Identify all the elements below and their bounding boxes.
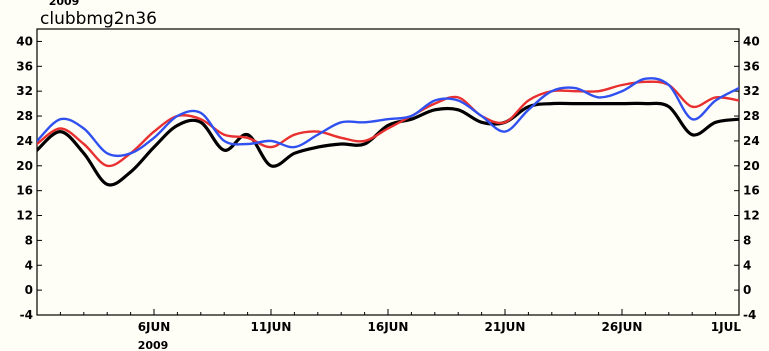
y-tick-label-left: 12 bbox=[16, 209, 33, 223]
series-line-black bbox=[37, 101, 739, 187]
series-line-red bbox=[37, 80, 739, 168]
x-tick-label: 21JUN bbox=[485, 320, 526, 334]
y-tick-label-left: 40 bbox=[16, 34, 33, 48]
y-tick-label-right: 4 bbox=[743, 258, 751, 272]
y-tick-label-left: 0 bbox=[25, 283, 33, 297]
y-tick-label-right: 28 bbox=[743, 109, 760, 123]
x-tick-label: 6JUN bbox=[138, 320, 171, 334]
axis-ticks: -4 -4 0 0 4 4 8 8 12 12 16 16 20 20 24 24 28 28 32 32 36 36 40… bbox=[16, 34, 759, 334]
y-tick-label-left: -4 bbox=[20, 308, 33, 322]
y-tick-label-left: 32 bbox=[16, 84, 33, 98]
x-tick-label: 1JUL bbox=[711, 320, 742, 334]
y-tick-label-left: 24 bbox=[16, 134, 33, 148]
y-tick-label-right: 20 bbox=[743, 159, 760, 173]
y-tick-label-right: 40 bbox=[743, 34, 760, 48]
year-label-top: 2009 bbox=[49, 0, 80, 8]
y-tick-label-left: 36 bbox=[16, 59, 33, 73]
y-tick-label-left: 8 bbox=[25, 233, 33, 247]
x-tick-label: 11JUN bbox=[251, 320, 292, 334]
series-line-blue bbox=[37, 77, 739, 158]
y-tick-label-right: 36 bbox=[743, 59, 760, 73]
y-tick-label-right: 32 bbox=[743, 84, 760, 98]
y-tick-label-right: -4 bbox=[743, 308, 756, 322]
year-label-bottom: 2009 bbox=[138, 339, 169, 351]
plot-frame bbox=[36, 28, 740, 316]
y-tick-label-left: 28 bbox=[16, 109, 33, 123]
y-tick-label-right: 0 bbox=[743, 283, 751, 297]
y-tick-label-left: 4 bbox=[25, 258, 33, 272]
y-tick-label-right: 12 bbox=[743, 209, 760, 223]
chart-title: clubbmg2n36 bbox=[40, 9, 157, 29]
y-tick-label-right: 16 bbox=[743, 184, 760, 198]
x-tick-label: 26JUN bbox=[602, 320, 643, 334]
x-tick-label: 16JUN bbox=[368, 320, 409, 334]
series-layer bbox=[37, 77, 739, 187]
y-tick-label-left: 20 bbox=[16, 159, 33, 173]
y-tick-label-right: 24 bbox=[743, 134, 760, 148]
y-tick-label-right: 8 bbox=[743, 233, 751, 247]
y-tick-label-left: 16 bbox=[16, 184, 33, 198]
